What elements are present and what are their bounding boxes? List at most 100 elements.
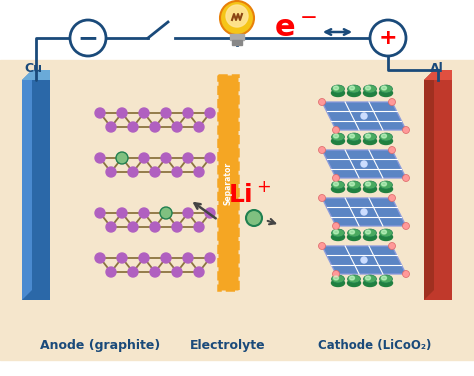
Circle shape (205, 208, 215, 218)
Polygon shape (322, 102, 406, 130)
Ellipse shape (364, 279, 376, 287)
Ellipse shape (364, 233, 376, 241)
Ellipse shape (349, 276, 355, 280)
Circle shape (319, 243, 326, 250)
Ellipse shape (347, 279, 361, 287)
Ellipse shape (331, 233, 345, 241)
Circle shape (161, 153, 171, 163)
Circle shape (389, 194, 395, 202)
Circle shape (194, 267, 204, 277)
Ellipse shape (347, 138, 361, 144)
Circle shape (139, 253, 149, 263)
Text: Al: Al (430, 62, 444, 75)
Circle shape (95, 153, 105, 163)
Polygon shape (322, 246, 406, 274)
Polygon shape (322, 150, 406, 178)
Circle shape (332, 223, 339, 229)
Ellipse shape (334, 134, 338, 138)
Ellipse shape (331, 275, 345, 283)
Ellipse shape (364, 138, 376, 144)
Circle shape (205, 108, 215, 118)
Circle shape (361, 113, 367, 119)
Ellipse shape (347, 185, 361, 193)
Circle shape (128, 167, 138, 177)
Ellipse shape (334, 182, 338, 186)
Circle shape (389, 243, 395, 250)
Circle shape (370, 20, 406, 56)
Polygon shape (22, 80, 50, 300)
Ellipse shape (331, 229, 345, 237)
Circle shape (150, 122, 160, 132)
Ellipse shape (365, 182, 371, 186)
Ellipse shape (364, 229, 376, 237)
Ellipse shape (331, 185, 345, 193)
Bar (232, 40, 242, 45)
Ellipse shape (347, 89, 361, 97)
Circle shape (139, 153, 149, 163)
Circle shape (117, 108, 127, 118)
Ellipse shape (347, 275, 361, 283)
Circle shape (332, 174, 339, 182)
Circle shape (172, 122, 182, 132)
Circle shape (106, 122, 116, 132)
Ellipse shape (365, 86, 371, 90)
Circle shape (402, 126, 410, 133)
Ellipse shape (380, 185, 392, 193)
Circle shape (205, 253, 215, 263)
Ellipse shape (365, 134, 371, 138)
Ellipse shape (382, 134, 386, 138)
Circle shape (246, 210, 262, 226)
Text: +: + (379, 28, 397, 48)
Ellipse shape (334, 276, 338, 280)
Circle shape (128, 267, 138, 277)
Ellipse shape (334, 230, 338, 234)
Ellipse shape (347, 229, 361, 237)
Ellipse shape (349, 134, 355, 138)
Circle shape (194, 222, 204, 232)
Ellipse shape (331, 85, 345, 93)
Circle shape (139, 208, 149, 218)
Ellipse shape (382, 86, 386, 90)
Polygon shape (322, 198, 406, 226)
Ellipse shape (331, 279, 345, 287)
Ellipse shape (347, 133, 361, 141)
Circle shape (183, 208, 193, 218)
Ellipse shape (380, 229, 392, 237)
Circle shape (319, 147, 326, 153)
Bar (218, 75, 238, 290)
Ellipse shape (364, 181, 376, 189)
Ellipse shape (331, 89, 345, 97)
Circle shape (150, 222, 160, 232)
Circle shape (70, 20, 106, 56)
Ellipse shape (382, 276, 386, 280)
Ellipse shape (349, 182, 355, 186)
Circle shape (205, 153, 215, 163)
Circle shape (361, 257, 367, 263)
Ellipse shape (331, 133, 345, 141)
Ellipse shape (380, 233, 392, 241)
Ellipse shape (364, 85, 376, 93)
Circle shape (332, 126, 339, 133)
Polygon shape (424, 80, 452, 300)
Text: Separator: Separator (224, 161, 233, 205)
Circle shape (150, 267, 160, 277)
Polygon shape (22, 70, 32, 300)
Ellipse shape (364, 89, 376, 97)
Circle shape (220, 1, 254, 35)
Circle shape (389, 147, 395, 153)
Text: Cu: Cu (24, 62, 42, 75)
Circle shape (194, 167, 204, 177)
Circle shape (402, 223, 410, 229)
Circle shape (161, 253, 171, 263)
Circle shape (106, 222, 116, 232)
Circle shape (183, 153, 193, 163)
Text: $\mathbf{Li}^+$: $\mathbf{Li}^+$ (228, 182, 272, 208)
Text: $\mathbf{e}^-$: $\mathbf{e}^-$ (273, 14, 316, 42)
Ellipse shape (365, 230, 371, 234)
Ellipse shape (334, 86, 338, 90)
Circle shape (361, 209, 367, 215)
Circle shape (226, 5, 248, 27)
Ellipse shape (347, 85, 361, 93)
Ellipse shape (380, 133, 392, 141)
Text: Electrolyte: Electrolyte (190, 338, 266, 352)
